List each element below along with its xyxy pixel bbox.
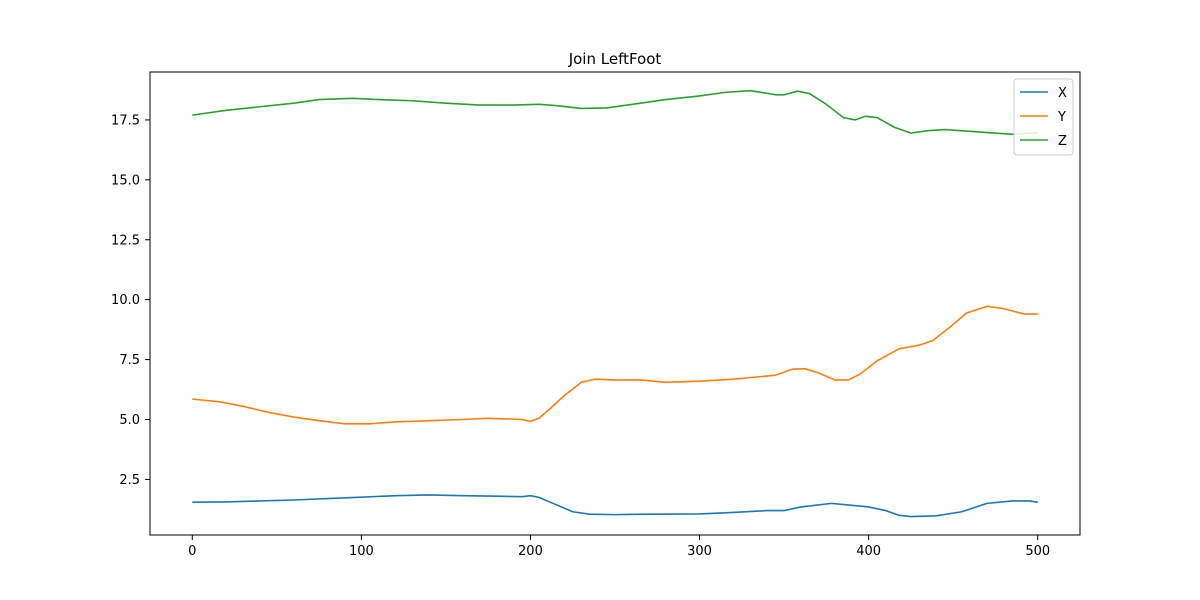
x-tick-label: 400 [856, 544, 881, 559]
y-tick-label: 7.5 [119, 353, 140, 368]
x-tick-label: 300 [687, 544, 712, 559]
y-axis-ticks: 2.5 5.0 7.5 10.0 12.5 15.0 17.5 [111, 113, 150, 488]
y-tick-label: 15.0 [111, 173, 140, 188]
x-axis-ticks: 0 100 200 300 400 500 [188, 535, 1050, 559]
legend-label-y: Y [1057, 110, 1066, 125]
legend-label-z: Z [1058, 134, 1067, 149]
series-line-x [192, 494, 1038, 518]
x-tick-label: 100 [349, 544, 374, 559]
plot-area [150, 72, 1080, 535]
plot-frame [149, 71, 1081, 536]
y-tick-label: 5.0 [119, 413, 140, 428]
series-layer [192, 89, 1038, 518]
legend-label-x: X [1058, 86, 1067, 101]
y-tick-label: 2.5 [119, 473, 140, 488]
y-tick-label: 17.5 [111, 113, 140, 128]
y-tick-label: 12.5 [111, 233, 140, 248]
series-line-y [192, 305, 1038, 425]
legend-box [1013, 78, 1074, 156]
y-tick-label: 10.0 [111, 293, 140, 308]
legend: XYZ [1013, 78, 1074, 156]
series-line-z [192, 89, 1038, 136]
chart-title: Join LeftFoot [568, 50, 662, 68]
x-tick-label: 200 [518, 544, 543, 559]
x-tick-label: 500 [1025, 544, 1050, 559]
x-tick-label: 0 [188, 544, 196, 559]
